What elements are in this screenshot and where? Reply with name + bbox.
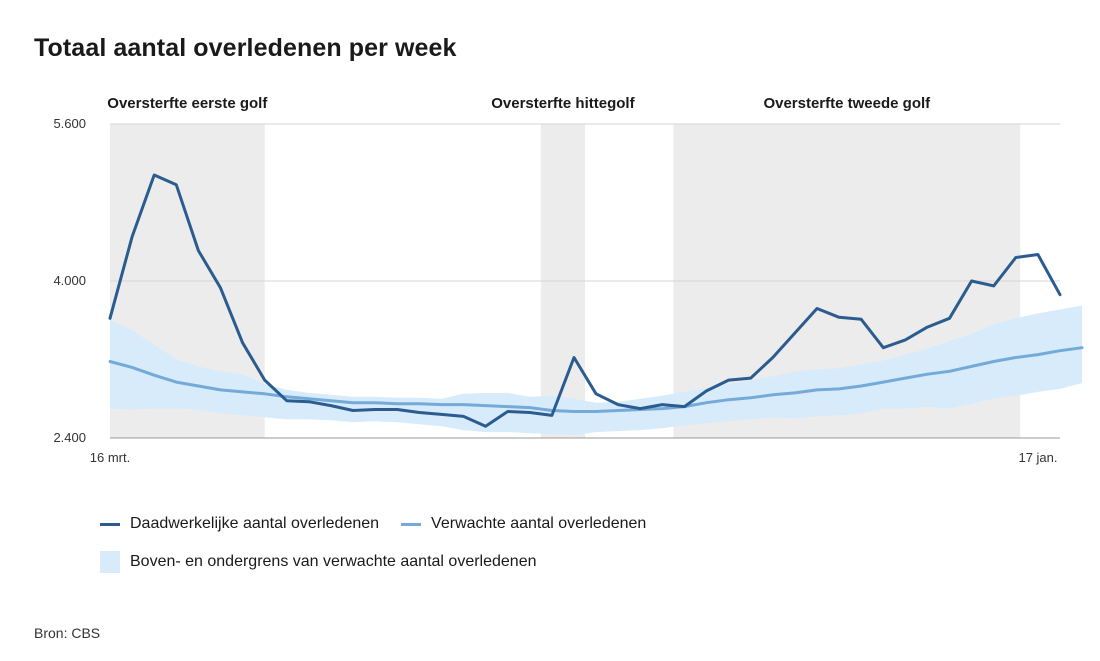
shaded-period-label-0: Oversterfte eerste golf xyxy=(107,95,268,112)
shaded-period-label-1: Oversterfte hittegolf xyxy=(491,95,635,112)
legend-swatch-band xyxy=(100,551,120,573)
legend-label-band: Boven- en ondergrens van verwachte aanta… xyxy=(130,553,537,570)
legend: Daadwerkelijke aantal overledenen Verwac… xyxy=(100,512,668,588)
source-note: Bron: CBS xyxy=(34,625,101,641)
shaded-period-label-2: Oversterfte tweede golf xyxy=(763,95,931,112)
expected-deaths-line xyxy=(108,346,1084,413)
legend-row-lines: Daadwerkelijke aantal overledenen Verwac… xyxy=(100,512,668,536)
legend-row-band: Boven- en ondergrens van verwachte aanta… xyxy=(100,550,668,574)
legend-swatch-actual xyxy=(100,522,120,526)
legend-swatch-expected xyxy=(401,522,422,526)
legend-item-band: Boven- en ondergrens van verwachte aanta… xyxy=(100,551,537,573)
legend-item-expected: Verwachte aantal overledenen xyxy=(401,515,646,533)
actual-deaths-line xyxy=(108,173,1062,428)
legend-item-actual: Daadwerkelijke aantal overledenen xyxy=(100,515,379,533)
legend-label-expected: Verwachte aantal overledenen xyxy=(431,515,647,532)
chart-title: Totaal aantal overledenen per week xyxy=(34,34,457,62)
y-tick-label-1: 4.000 xyxy=(53,273,86,288)
y-tick-label-2: 5.600 xyxy=(53,116,86,131)
deaths-chart: Oversterfte eerste golf Oversterfte hitte… xyxy=(53,95,1084,465)
legend-label-actual: Daadwerkelijke aantal overledenen xyxy=(130,515,380,532)
x-label-start: 16 mrt. xyxy=(90,450,130,465)
x-label-end: 17 jan. xyxy=(1018,450,1057,465)
y-tick-label-0: 2.400 xyxy=(53,430,86,445)
